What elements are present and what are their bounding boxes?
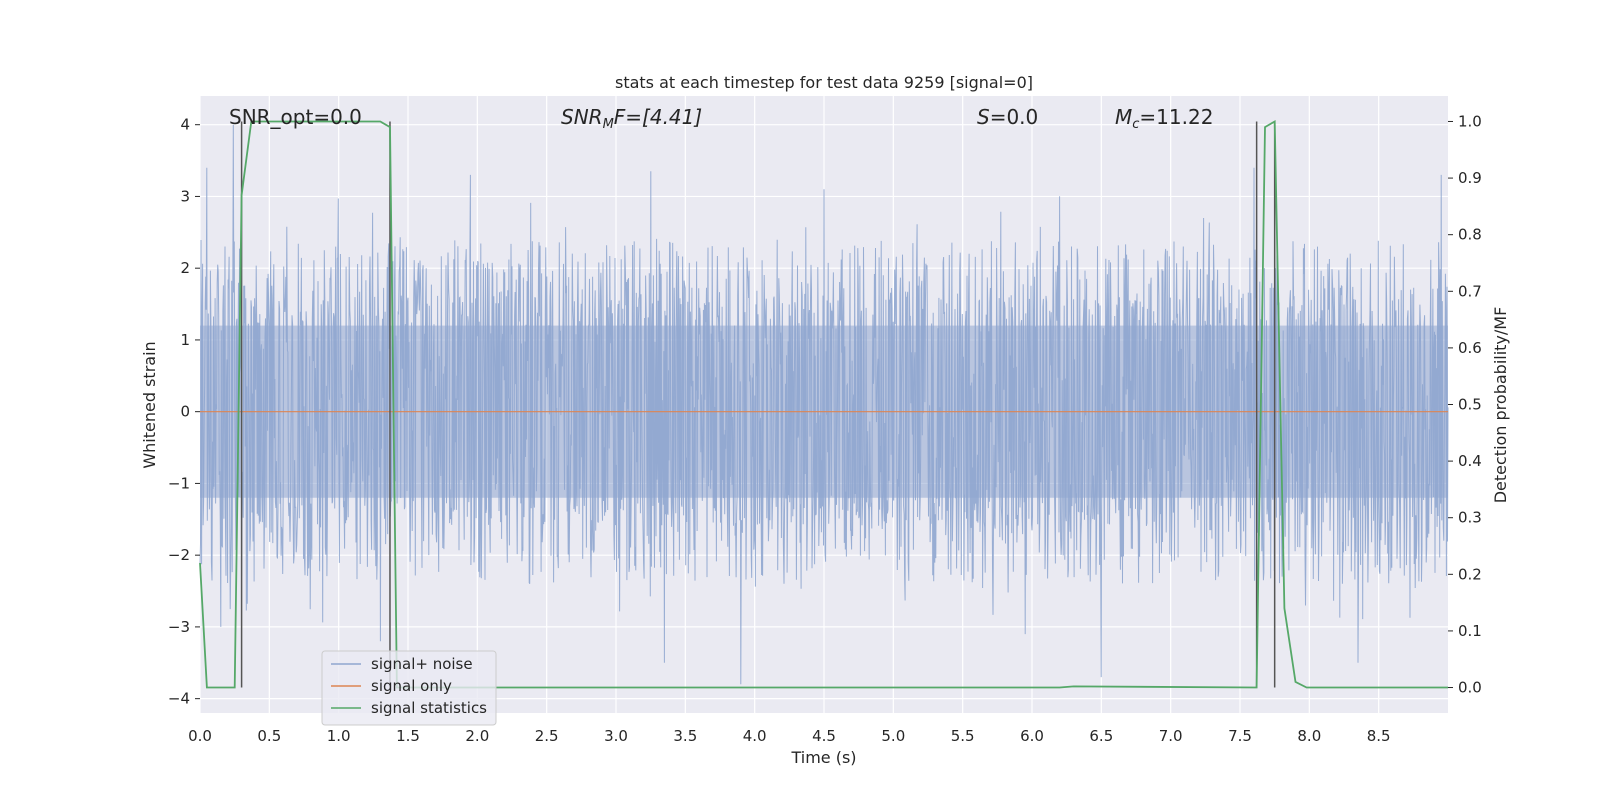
signal-noise-line bbox=[199, 124, 1449, 685]
x-tick-label: 4.0 bbox=[743, 727, 767, 745]
x-tick-label: 6.5 bbox=[1089, 727, 1113, 745]
y-right-tick-label: 0.9 bbox=[1458, 169, 1482, 187]
y-right-tick-label: 0.4 bbox=[1458, 452, 1482, 470]
annotation-snr-opt: SNR_opt=0.0 bbox=[229, 105, 362, 129]
y-right-tick-label: 0.8 bbox=[1458, 226, 1482, 244]
y-right-tick-label: 0.1 bbox=[1458, 622, 1482, 640]
x-tick-label: 6.0 bbox=[1020, 727, 1044, 745]
x-tick-label: 5.0 bbox=[881, 727, 905, 745]
annotation-snr-mf-base: SNR bbox=[561, 105, 603, 129]
annotation-snr-mf-rest: F=[4.41] bbox=[614, 105, 702, 129]
x-tick-label: 3.5 bbox=[673, 727, 697, 745]
legend-label-signal-noise: signal+ noise bbox=[371, 655, 473, 673]
x-tick-label: 3.0 bbox=[604, 727, 628, 745]
y-left-tick-label: 0 bbox=[180, 403, 190, 421]
y-right-tick-label: 0.7 bbox=[1458, 282, 1482, 300]
y-axis-left-label: Whitened strain bbox=[140, 341, 159, 468]
x-tick-label: 5.5 bbox=[951, 727, 975, 745]
y-axis-right-label: Detection probability/MF bbox=[1491, 307, 1510, 504]
annotation-snr-mf: SNRMF=[4.41] bbox=[561, 105, 702, 132]
x-tick-label: 0.0 bbox=[188, 727, 212, 745]
x-axis-label: Time (s) bbox=[790, 748, 856, 767]
y-right-tick-label: 0.0 bbox=[1458, 679, 1482, 697]
x-tick-label: 1.0 bbox=[327, 727, 351, 745]
y-left-tick-labels: −4 −3 −2 −1 0 1 2 3 4 bbox=[168, 116, 200, 708]
y-right-tick-label: 0.6 bbox=[1458, 339, 1482, 357]
x-tick-label: 4.5 bbox=[812, 727, 836, 745]
legend-label-signal-only: signal only bbox=[371, 677, 452, 695]
legend-box bbox=[321, 650, 497, 726]
y-left-tick-label: 3 bbox=[180, 187, 190, 205]
y-right-tick-label: 0.5 bbox=[1458, 396, 1482, 414]
x-tick-label: 2.5 bbox=[535, 727, 559, 745]
x-tick-label: 1.5 bbox=[396, 727, 420, 745]
chart-title: stats at each timestep for test data 925… bbox=[615, 73, 1033, 92]
annotation-mc-base: M bbox=[1115, 105, 1132, 129]
y-left-tick-label: 1 bbox=[180, 331, 190, 349]
legend: signal+ noise signal only signal statist… bbox=[321, 650, 497, 726]
y-right-tick-label: 0.3 bbox=[1458, 509, 1482, 527]
annotation-mc: Mc=11.22 bbox=[1115, 105, 1213, 132]
x-tick-label: 2.0 bbox=[465, 727, 489, 745]
legend-label-signal-statistics: signal statistics bbox=[371, 699, 487, 717]
x-tick-label: 8.5 bbox=[1367, 727, 1391, 745]
y-right-tick-label: 1.0 bbox=[1458, 112, 1482, 130]
annotation-s-rest: =0.0 bbox=[990, 105, 1039, 129]
x-tick-label: 0.5 bbox=[257, 727, 281, 745]
annotation-s-base: S bbox=[977, 105, 990, 129]
signal-statistics-line bbox=[199, 119, 1448, 689]
annotation-mc-rest: =11.22 bbox=[1139, 105, 1213, 129]
annotation-snr-mf-sub: M bbox=[603, 117, 614, 132]
annotation-mc-sub: c bbox=[1132, 117, 1139, 132]
y-left-tick-label: −3 bbox=[168, 618, 190, 636]
x-tick-label: 8.0 bbox=[1297, 727, 1321, 745]
y-left-tick-label: 2 bbox=[180, 259, 190, 277]
y-left-tick-label: 4 bbox=[180, 116, 190, 134]
y-left-tick-label: −1 bbox=[168, 474, 190, 492]
annotation-s: S=0.0 bbox=[977, 105, 1038, 129]
y-left-tick-label: −4 bbox=[168, 690, 190, 708]
y-left-tick-label: −2 bbox=[168, 546, 190, 564]
vertical-markers bbox=[240, 121, 1276, 688]
x-tick-label: 7.0 bbox=[1159, 727, 1183, 745]
y-right-tick-labels: 0.0 0.1 0.2 0.3 0.4 0.5 0.6 0.7 0.8 0.9 1.0 bbox=[1448, 112, 1482, 697]
x-tick-label: 7.5 bbox=[1228, 727, 1252, 745]
x-tick-labels: 0.0 0.5 1.0 1.5 2.0 2.5 3.0 3.5 4.0 4.5 5.0 5.5 6.0 6… bbox=[188, 727, 1391, 745]
y-right-tick-label: 0.2 bbox=[1458, 565, 1482, 583]
signal-statistics-series bbox=[199, 119, 1448, 689]
